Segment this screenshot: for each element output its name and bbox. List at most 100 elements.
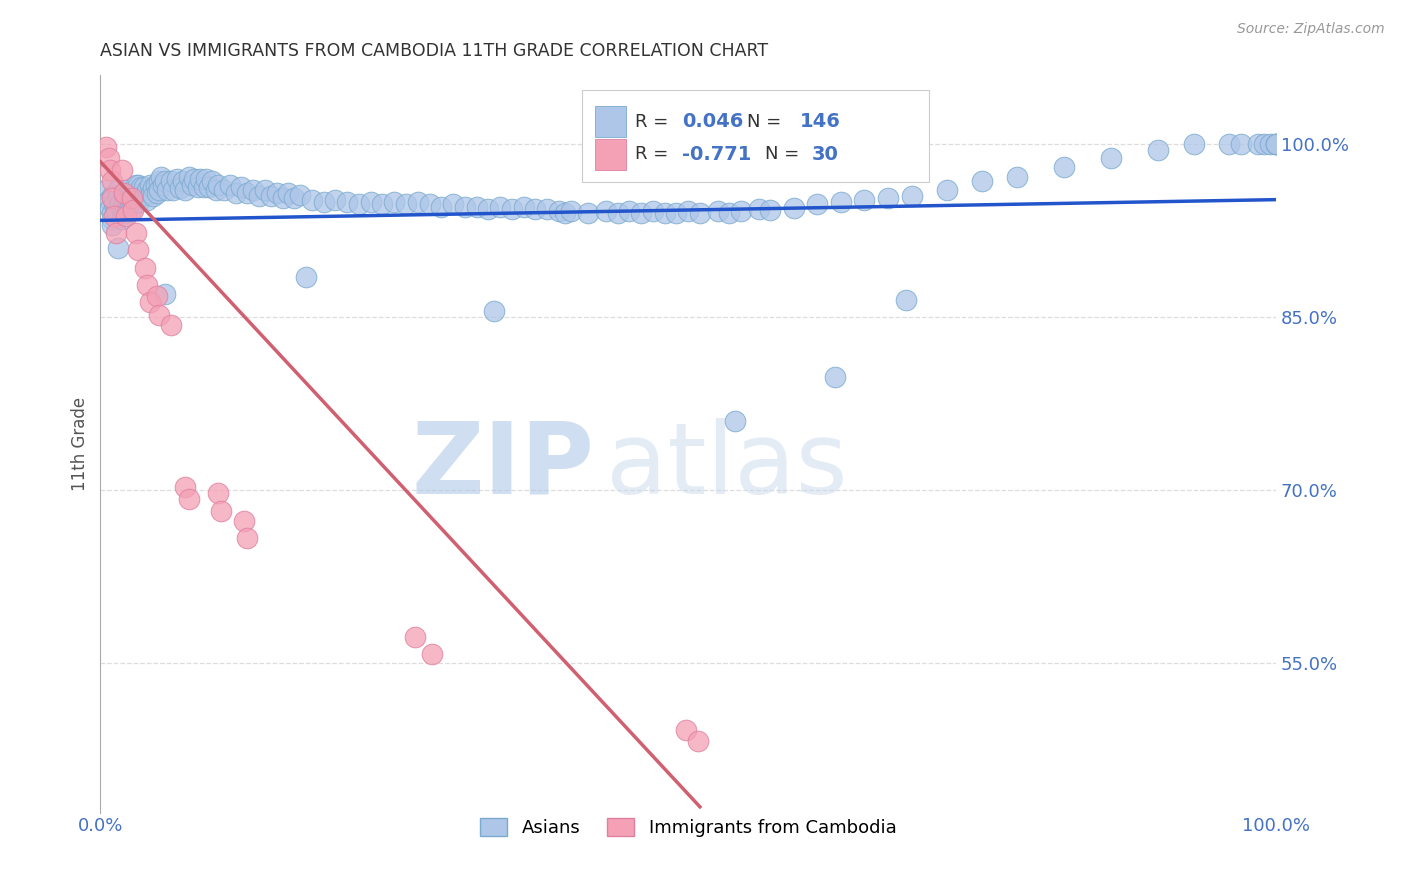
Point (110, 162, 132, 177)
Point (232, 514, 254, 528)
Point (148, 174, 170, 188)
Point (420, 647, 443, 661)
Point (406, 194, 429, 209)
Point (124, 178, 146, 192)
Point (935, 183, 957, 197)
Point (1229, 137, 1251, 152)
Point (103, 197, 125, 211)
Point (156, 183, 179, 197)
Point (283, 192, 305, 206)
Point (477, 202, 499, 216)
Point (96, 139, 118, 153)
Point (104, 202, 127, 217)
Point (404, 631, 426, 645)
Point (112, 189, 135, 203)
Point (101, 212, 124, 227)
Point (98, 201, 121, 215)
Point (654, 206, 676, 220)
Point (253, 183, 276, 197)
Text: atlas: atlas (606, 417, 848, 515)
Point (465, 200, 488, 214)
Text: R =: R = (636, 112, 675, 130)
Point (236, 532, 259, 546)
Text: 146: 146 (800, 112, 841, 131)
Point (107, 241, 129, 255)
Point (382, 194, 405, 209)
FancyBboxPatch shape (595, 138, 626, 169)
Point (501, 202, 523, 216)
Text: ZIP: ZIP (411, 417, 595, 515)
Point (112, 186, 135, 200)
Point (160, 318, 183, 333)
Point (260, 189, 283, 203)
Point (606, 206, 628, 220)
Point (207, 486, 229, 500)
Point (1265, 137, 1288, 152)
Point (489, 200, 512, 214)
Point (730, 204, 752, 219)
Point (148, 308, 170, 322)
Point (96, 183, 118, 197)
Point (1007, 169, 1029, 184)
Point (146, 289, 169, 303)
Point (142, 181, 165, 195)
Point (124, 194, 146, 209)
Point (1147, 143, 1170, 157)
Point (706, 204, 728, 219)
Point (371, 197, 394, 211)
Point (101, 189, 124, 203)
Point (128, 194, 150, 209)
Point (172, 174, 194, 188)
Point (312, 194, 335, 209)
Point (122, 193, 145, 207)
Point (145, 178, 167, 192)
Point (225, 186, 247, 200)
Point (336, 194, 359, 209)
Point (169, 181, 191, 195)
Point (1099, 151, 1122, 165)
Point (970, 174, 993, 188)
Point (150, 169, 173, 184)
Point (718, 206, 741, 220)
Point (576, 206, 599, 220)
Point (595, 204, 617, 219)
Point (1218, 137, 1240, 152)
Point (101, 192, 124, 206)
Point (195, 172, 218, 186)
Point (118, 194, 141, 209)
Point (131, 189, 153, 203)
Point (536, 202, 558, 216)
Point (325, 193, 347, 207)
Point (107, 183, 129, 197)
Point (395, 197, 418, 211)
Point (177, 169, 200, 184)
FancyBboxPatch shape (582, 90, 929, 182)
Point (127, 178, 149, 192)
Point (218, 178, 240, 192)
Point (128, 186, 150, 201)
Point (441, 197, 464, 211)
Point (512, 200, 534, 214)
Point (115, 209, 138, 223)
Point (120, 202, 142, 217)
Point (174, 183, 197, 197)
Point (554, 206, 576, 220)
Point (1247, 137, 1270, 152)
Y-axis label: 11th Grade: 11th Grade (72, 397, 89, 491)
Point (236, 186, 259, 200)
Point (242, 183, 264, 197)
Point (231, 180, 253, 194)
Point (166, 172, 188, 186)
Point (724, 414, 747, 428)
Text: -0.771: -0.771 (682, 145, 752, 163)
Point (853, 193, 876, 207)
Point (98, 162, 121, 177)
Point (121, 192, 143, 206)
Point (101, 174, 124, 188)
Text: Source: ZipAtlas.com: Source: ZipAtlas.com (1237, 22, 1385, 37)
Point (122, 202, 145, 217)
Point (641, 204, 664, 219)
Point (101, 218, 124, 232)
Point (295, 269, 318, 284)
Point (153, 287, 176, 301)
